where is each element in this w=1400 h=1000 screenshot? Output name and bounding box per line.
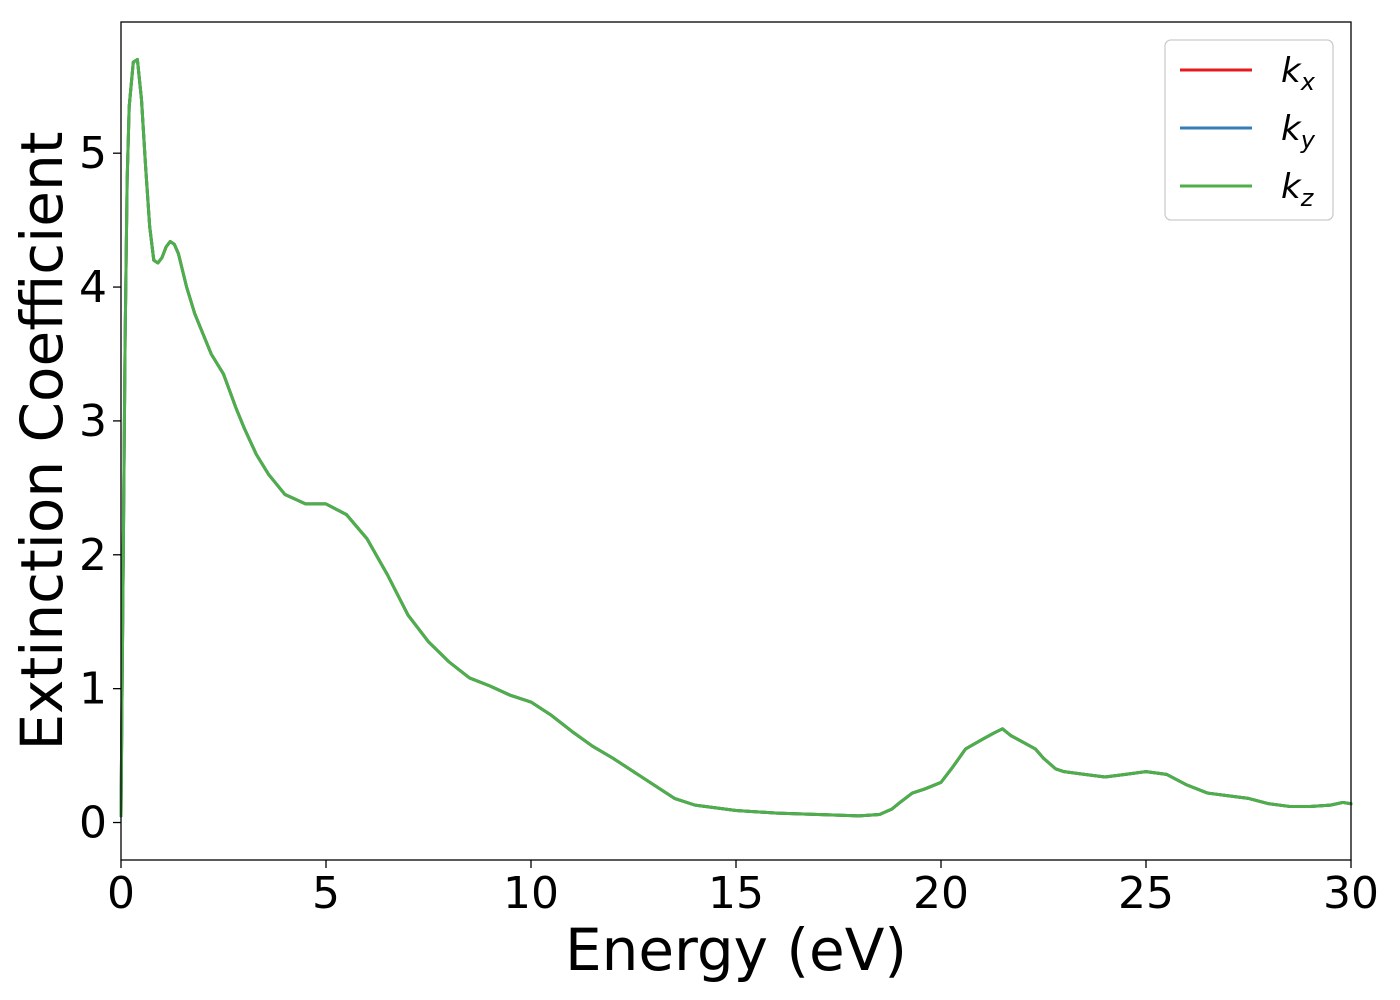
legend-label-kx: kx xyxy=(1281,51,1316,96)
legend-label-kz: kz xyxy=(1281,167,1315,212)
legend-box xyxy=(1164,39,1334,221)
x-tick-label: 5 xyxy=(312,868,340,919)
legend-label-ky: ky xyxy=(1281,109,1316,154)
y-axis: 0 1 2 3 4 5 xyxy=(79,128,121,849)
series-layer xyxy=(119,57,1353,818)
x-tick-label: 0 xyxy=(107,868,135,919)
y-tick-label: 5 xyxy=(79,128,107,179)
series-line-kz xyxy=(119,57,1353,818)
x-tick-label: 20 xyxy=(913,868,969,919)
x-tick-label: 30 xyxy=(1323,868,1379,919)
y-tick-label: 2 xyxy=(79,530,107,581)
legend: kx ky kz xyxy=(1164,39,1334,221)
y-axis-label: Extinction Coefficient xyxy=(8,132,76,751)
x-tick-label: 15 xyxy=(708,868,764,919)
y-tick-label: 1 xyxy=(79,664,107,715)
y-tick-label: 3 xyxy=(79,396,107,447)
y-tick-label: 4 xyxy=(79,262,107,313)
y-tick-label: 0 xyxy=(79,798,107,849)
x-tick-label: 25 xyxy=(1118,868,1174,919)
x-axis: 0 5 10 15 20 25 30 xyxy=(107,860,1379,919)
x-axis-label: Energy (eV) xyxy=(565,916,907,984)
x-tick-label: 10 xyxy=(503,868,559,919)
